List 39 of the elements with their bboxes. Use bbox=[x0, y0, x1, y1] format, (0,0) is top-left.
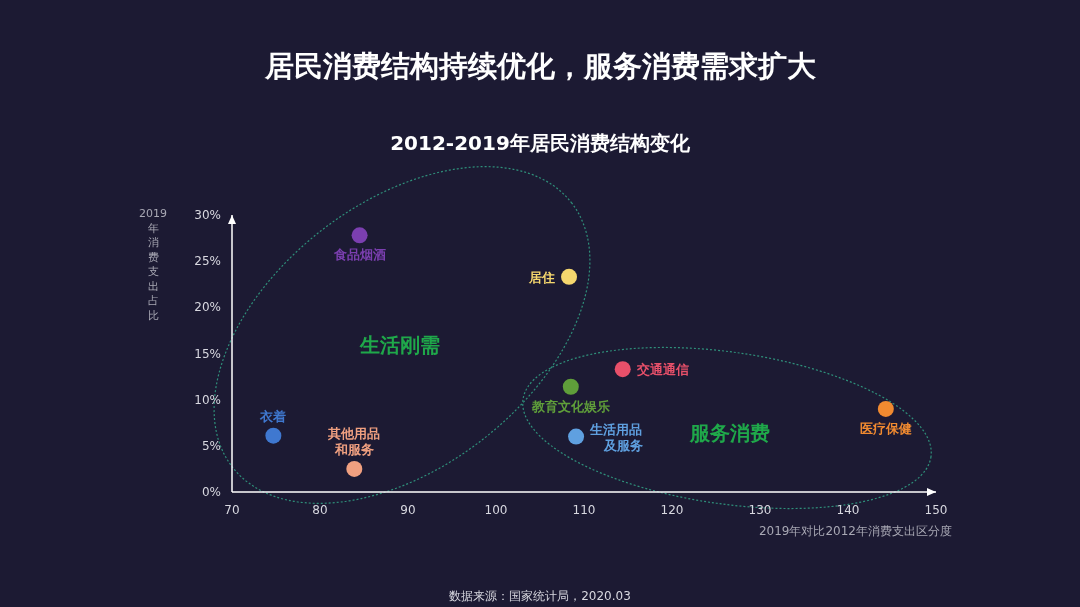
point bbox=[561, 268, 578, 285]
交通通信: 交通通信 bbox=[636, 362, 689, 378]
chart-title: 居民消费结构持续优化，服务消费需求扩大 bbox=[263, 49, 817, 83]
医疗保健: 医疗保健 bbox=[859, 420, 912, 436]
y-tick-label: 0% bbox=[201, 485, 221, 499]
point bbox=[562, 378, 579, 395]
y-tick-label: 30% bbox=[194, 208, 221, 222]
x-tick-label: 70 bbox=[224, 503, 240, 517]
annotation: 生活刚需 bbox=[359, 333, 440, 357]
衣着: 衣着 bbox=[260, 408, 287, 424]
居住: 居住 bbox=[529, 269, 556, 285]
其他用品和服务: 其他用品和服务 bbox=[328, 425, 381, 457]
x-tick-label: 100 bbox=[484, 503, 508, 517]
y-axis-title: 2019年消费支出占比 bbox=[139, 207, 167, 322]
y-tick-label: 10% bbox=[194, 392, 221, 407]
point bbox=[568, 428, 585, 445]
source-note: 数据来源：国家统计局，2020.03 bbox=[449, 589, 631, 603]
x-tick-label: 110 bbox=[572, 503, 596, 517]
point bbox=[877, 400, 894, 417]
y-tick-label: 15% bbox=[194, 346, 221, 361]
x-tick-label: 140 bbox=[836, 503, 860, 517]
chart-subtitle: 2012-2019年居民消费结构变化 bbox=[390, 131, 691, 155]
y-tick-label: 5% bbox=[201, 438, 221, 453]
point bbox=[351, 227, 368, 244]
y-tick-label: 20% bbox=[194, 300, 221, 315]
x-tick-label: 90 bbox=[400, 503, 416, 517]
生活用品及服务: 生活用品及服务 bbox=[590, 421, 644, 453]
point bbox=[346, 460, 363, 477]
point bbox=[614, 361, 631, 378]
x-axis-title: 2019年对比2012年消费支出区分度 bbox=[758, 524, 952, 538]
x-tick-label: 130 bbox=[748, 503, 772, 517]
annotation: 服务消费 bbox=[689, 421, 770, 445]
食品烟酒: 食品烟酒 bbox=[333, 247, 386, 263]
教育文化娱乐: 教育文化娱乐 bbox=[531, 398, 610, 414]
x-tick-label: 80 bbox=[312, 503, 328, 517]
y-tick-label: 25% bbox=[194, 254, 221, 269]
point bbox=[265, 427, 282, 444]
x-tick-label: 120 bbox=[660, 503, 684, 517]
x-tick-label: 150 bbox=[924, 503, 948, 517]
